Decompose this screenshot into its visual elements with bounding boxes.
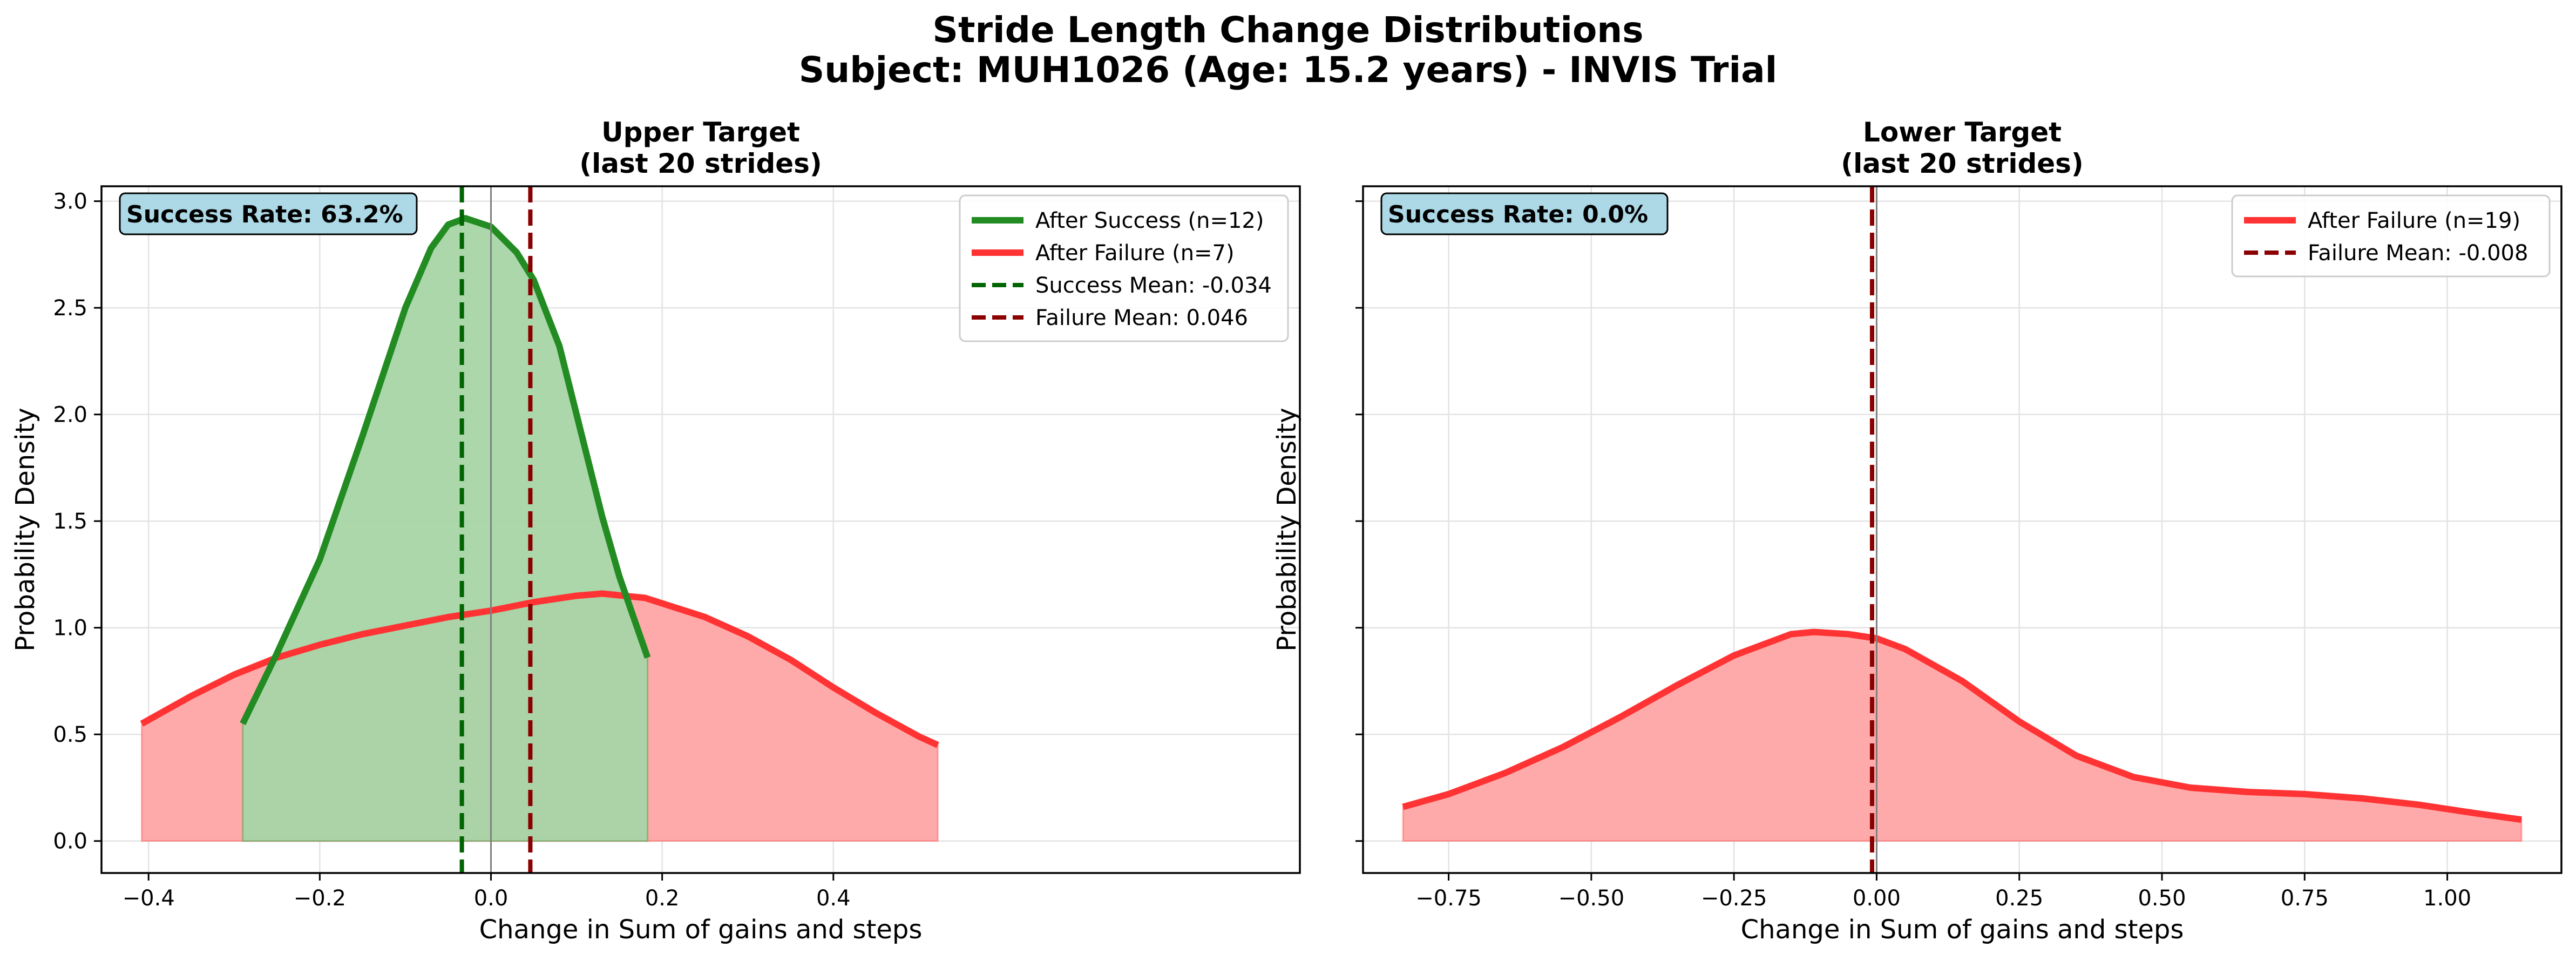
upper-legend — [959, 194, 1289, 342]
lower-series-0-area — [1402, 631, 2523, 842]
upper-xtick-label-3: 0.2 — [645, 886, 680, 911]
lower-xtick-label-2: −0.25 — [1701, 886, 1767, 911]
upper-panel-subtitle: (last 20 strides) — [579, 148, 822, 179]
lower-xtick-label-7: 1.00 — [2423, 886, 2471, 911]
lower-success-rate-text: Success Rate: 0.0% — [1388, 201, 1648, 228]
upper-success-rate-box — [119, 192, 418, 235]
upper-y-axis-label: Probability Density — [10, 408, 40, 651]
upper-xtick-label-4: 0.4 — [816, 886, 851, 911]
lower-xtick-label-3: 0.00 — [1853, 886, 1901, 911]
upper-ytick-label-6: 3.0 — [53, 190, 87, 214]
upper-axes-frame — [100, 185, 1301, 874]
lower-xtick-label-6: 0.75 — [2281, 886, 2329, 911]
lower-legend-label-1: Failure Mean: -0.008 — [2308, 241, 2528, 266]
lower-xtick-label-5: 0.50 — [2138, 886, 2186, 911]
upper-ytick-label-4: 2.0 — [53, 403, 87, 428]
lower-target-panel: −0.75 −0.50 −0.25 0.00 0.25 0.50 0.75 1.00 Lower… — [1272, 117, 2563, 945]
upper-ytick-label-5: 2.5 — [53, 296, 87, 321]
lower-x-axis-label: Change in Sum of gains and steps — [1741, 915, 2184, 945]
upper-target-panel: −0.4 −0.2 0.0 0.2 0.4 0.0 0.5 1.0 1.5 2.0 2.5 3.0 Up… — [10, 117, 1301, 945]
lower-y-axis-label: Probability Density — [1272, 408, 1302, 651]
figure-title: Stride Length Change Distributions — [932, 9, 1643, 51]
lower-legend — [2231, 194, 2551, 278]
upper-ytick-label-0: 0.0 — [53, 829, 87, 854]
upper-xtick-label-2: 0.0 — [474, 886, 509, 911]
lower-series-0-line — [1402, 628, 2522, 823]
lower-axes-frame — [1362, 185, 2563, 874]
lower-panel-title: Lower Target — [1863, 117, 2062, 148]
upper-ytick-label-1: 0.5 — [53, 722, 87, 747]
upper-xtick-label-0: −0.4 — [123, 886, 175, 911]
upper-ytick-label-2: 1.0 — [53, 616, 87, 641]
upper-series-1-line — [240, 215, 651, 726]
upper-success-rate-text: Success Rate: 63.2% — [126, 201, 403, 228]
upper-legend-label-2: Success Mean: -0.034 — [1035, 273, 1272, 298]
lower-xtick-label-0: −0.75 — [1415, 886, 1482, 911]
lower-success-rate-box — [1380, 192, 1669, 235]
lower-xtick-label-1: −0.50 — [1558, 886, 1625, 911]
upper-panel-title: Upper Target — [601, 117, 800, 148]
upper-series-0-line — [140, 590, 939, 748]
upper-xtick-label-1: −0.2 — [294, 886, 346, 911]
upper-legend-label-0: After Success (n=12) — [1035, 208, 1264, 233]
lower-legend-label-0: After Failure (n=19) — [2308, 208, 2520, 233]
upper-legend-label-3: Failure Mean: 0.046 — [1035, 306, 1248, 330]
upper-ytick-label-3: 1.5 — [53, 509, 87, 534]
upper-legend-label-1: After Failure (n=7) — [1035, 241, 1235, 266]
lower-panel-subtitle: (last 20 strides) — [1841, 148, 2084, 179]
lower-xtick-label-4: 0.25 — [1995, 886, 2043, 911]
upper-x-axis-label: Change in Sum of gains and steps — [479, 915, 923, 945]
upper-series-1-area — [242, 217, 649, 842]
figure-subtitle: Subject: MUH1026 (Age: 15.2 years) - INV… — [799, 49, 1778, 91]
